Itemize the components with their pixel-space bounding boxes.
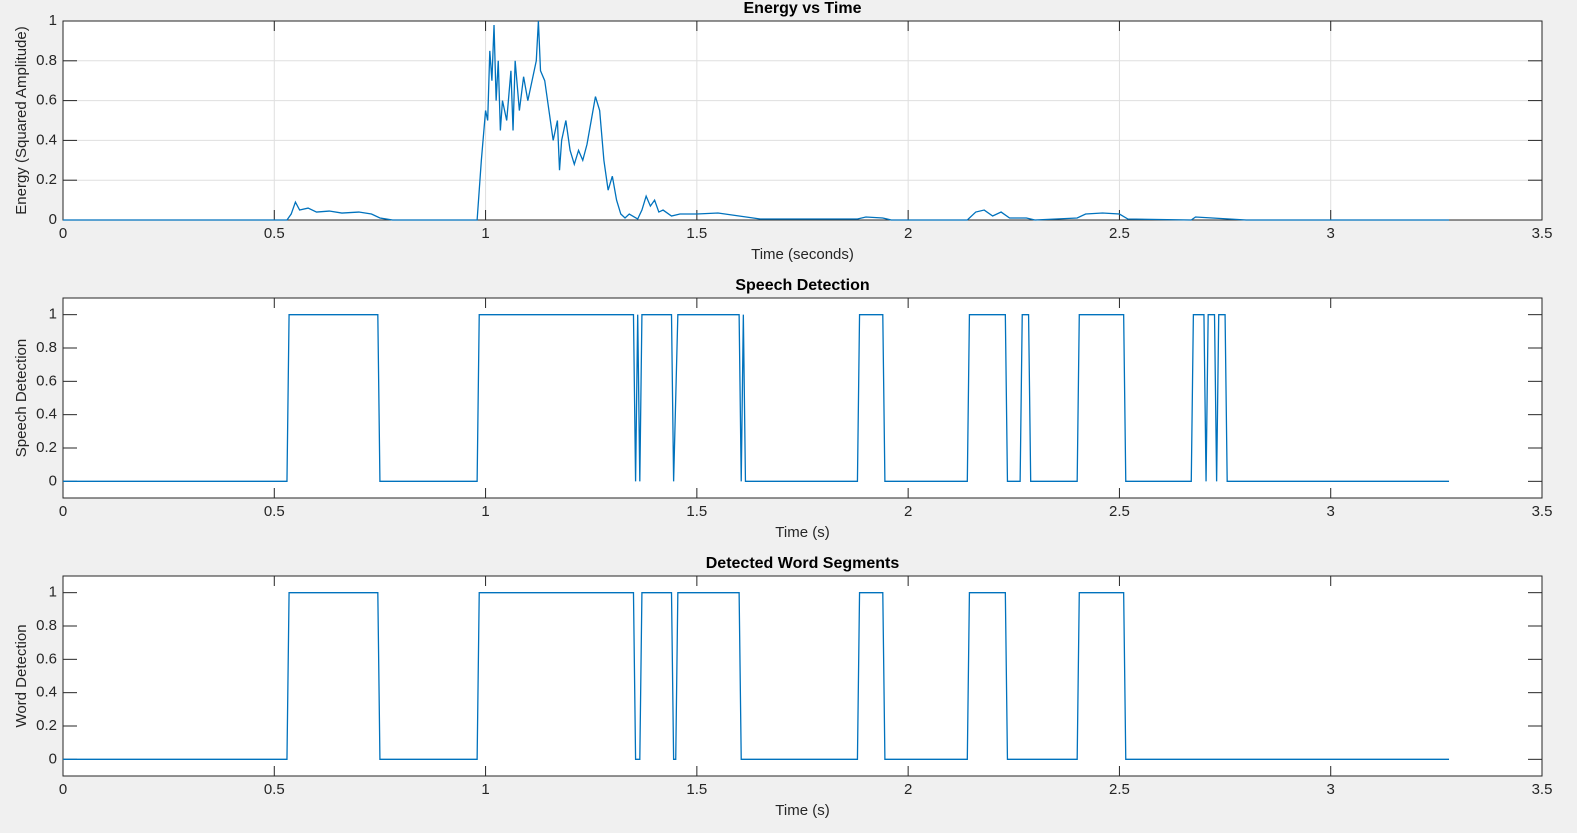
line (63, 314, 1450, 482)
y-tick-label: 0.6 (36, 92, 57, 109)
x-tick-label: 0.5 (264, 781, 285, 798)
chart-title: Detected Word Segments (706, 555, 900, 572)
x-tick-label: 1.5 (686, 225, 707, 242)
x-tick-label: 3 (1327, 225, 1335, 242)
x-axis-label: Time (s) (775, 524, 829, 541)
plot-area (63, 21, 1542, 220)
axes-box (62, 20, 1543, 221)
x-tick-label: 2 (904, 781, 912, 798)
y-tick-label: 1 (49, 306, 57, 323)
x-tick-label: 0 (59, 503, 67, 520)
y-tick-label: 0 (49, 750, 57, 767)
x-tick-label: 0.5 (264, 503, 285, 520)
x-tick-label: 2.5 (1109, 503, 1130, 520)
y-tick-label: 0.8 (36, 339, 57, 356)
x-axis-label: Time (s) (775, 802, 829, 819)
x-tick-label: 1 (481, 225, 489, 242)
y-tick-label: 0.4 (36, 131, 57, 148)
x-axis-label: Time (seconds) (751, 246, 854, 263)
x-tick-label: 1 (481, 781, 489, 798)
line (63, 592, 1450, 760)
y-axis-label: Word Detection (13, 624, 30, 727)
x-tick-label: 2 (904, 503, 912, 520)
y-tick-label: 1 (49, 584, 57, 601)
x-tick-label: 2.5 (1109, 781, 1130, 798)
y-tick-label: 0.4 (36, 684, 57, 701)
chart-title: Speech Detection (735, 277, 869, 294)
x-tick-label: 3.5 (1532, 781, 1553, 798)
plot-area (63, 576, 1542, 776)
y-tick-label: 1 (49, 12, 57, 29)
x-tick-label: 3.5 (1532, 225, 1553, 242)
y-tick-label: 0 (49, 472, 57, 489)
axes-box (62, 575, 1543, 777)
chart-title: Energy vs Time (744, 0, 862, 17)
y-axis-label: Energy (Squared Amplitude) (13, 26, 30, 214)
y-tick-label: 0.4 (36, 406, 57, 423)
y-tick-label: 0.8 (36, 52, 57, 69)
y-tick-label: 0.6 (36, 372, 57, 389)
y-tick-label: 0.2 (36, 171, 57, 188)
y-tick-label: 0 (49, 211, 57, 228)
axes-box (62, 297, 1543, 499)
x-tick-label: 2.5 (1109, 225, 1130, 242)
x-tick-label: 1.5 (686, 781, 707, 798)
x-tick-label: 0 (59, 781, 67, 798)
x-tick-label: 3 (1327, 781, 1335, 798)
y-tick-label: 0.8 (36, 617, 57, 634)
y-tick-label: 0.6 (36, 650, 57, 667)
x-tick-label: 1.5 (686, 503, 707, 520)
y-axis-label: Speech Detection (13, 339, 30, 457)
y-tick-label: 0.2 (36, 439, 57, 456)
plot-area (63, 298, 1542, 498)
x-tick-label: 1 (481, 503, 489, 520)
x-tick-label: 0.5 (264, 225, 285, 242)
x-tick-label: 2 (904, 225, 912, 242)
x-tick-label: 3.5 (1532, 503, 1553, 520)
line (63, 20, 1450, 221)
y-tick-label: 0.2 (36, 717, 57, 734)
x-tick-label: 0 (59, 225, 67, 242)
x-tick-label: 3 (1327, 503, 1335, 520)
